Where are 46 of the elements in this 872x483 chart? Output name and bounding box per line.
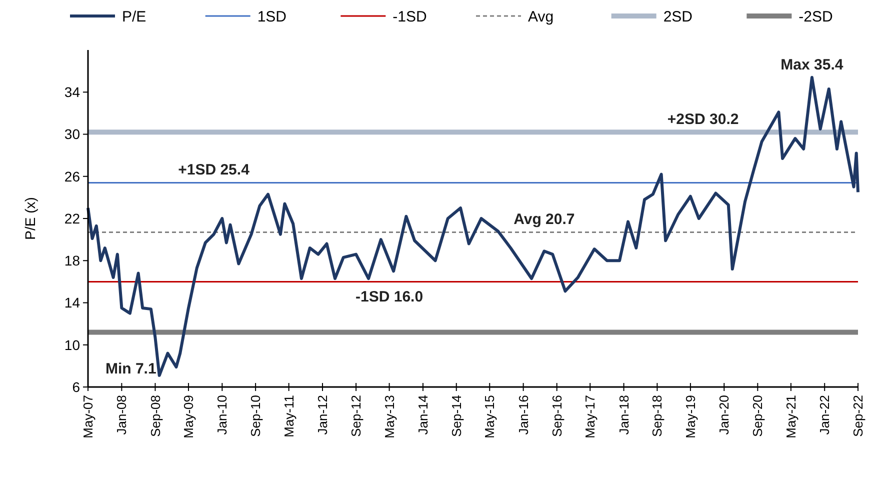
legend-label: 1SD	[257, 8, 287, 26]
y-tick-label: 18	[64, 252, 80, 269]
x-tick-label: May-07	[80, 395, 96, 438]
annotation: +2SD 30.2	[667, 111, 739, 128]
y-tick-label: 14	[64, 294, 80, 311]
x-tick-label: Sep-22	[850, 395, 866, 437]
x-tick-label: May-15	[482, 395, 498, 438]
x-tick-label: Jan-16	[516, 395, 531, 435]
x-tick-label: Jan-12	[315, 395, 330, 435]
annotation: +1SD 25.4	[178, 162, 250, 179]
x-tick-label: Sep-18	[650, 395, 665, 437]
x-tick-label: Jan-10	[214, 395, 230, 435]
y-tick-label: 30	[64, 126, 80, 142]
legend-label: -2SD	[798, 8, 834, 26]
annotation: -1SD 16.0	[356, 288, 424, 306]
legend-label: 2SD	[663, 8, 693, 26]
x-tick-label: Sep-12	[348, 395, 364, 437]
x-tick-label: Sep-20	[750, 395, 766, 437]
y-tick-label: 10	[64, 336, 80, 353]
x-tick-label: Sep-08	[148, 395, 163, 437]
x-tick-label: May-11	[281, 395, 296, 438]
y-tick-label: 34	[64, 84, 80, 100]
x-tick-label: Sep-10	[248, 395, 264, 437]
x-tick-label: Jan-22	[817, 395, 832, 435]
x-tick-label: Sep-14	[448, 395, 464, 437]
annotation: Avg 20.7	[514, 211, 575, 228]
x-tick-label: May-19	[682, 395, 698, 438]
y-tick-label: 6	[72, 378, 80, 395]
x-tick-label: Jan-20	[716, 395, 732, 435]
annotation: Min 7.1	[105, 360, 156, 378]
y-tick-label: 22	[64, 210, 80, 226]
annotation: Max 35.4	[780, 56, 844, 74]
x-tick-label: Jan-08	[114, 395, 130, 435]
legend-label: P/E	[122, 8, 146, 26]
y-tick-label: 26	[64, 168, 80, 184]
x-tick-label: May-09	[181, 395, 196, 438]
x-tick-label: Sep-16	[549, 395, 564, 437]
x-tick-label: Jan-18	[616, 395, 632, 435]
y-axis-title: P/E (x)	[22, 197, 38, 240]
legend-label: -1SD	[392, 8, 428, 26]
x-tick-label: May-21	[783, 395, 798, 438]
legend-label: Avg	[528, 8, 554, 26]
x-tick-label: May-17	[582, 395, 598, 438]
line-series	[86, 76, 860, 377]
x-tick-label: May-13	[382, 395, 397, 438]
x-tick-label: Jan-14	[416, 395, 431, 435]
